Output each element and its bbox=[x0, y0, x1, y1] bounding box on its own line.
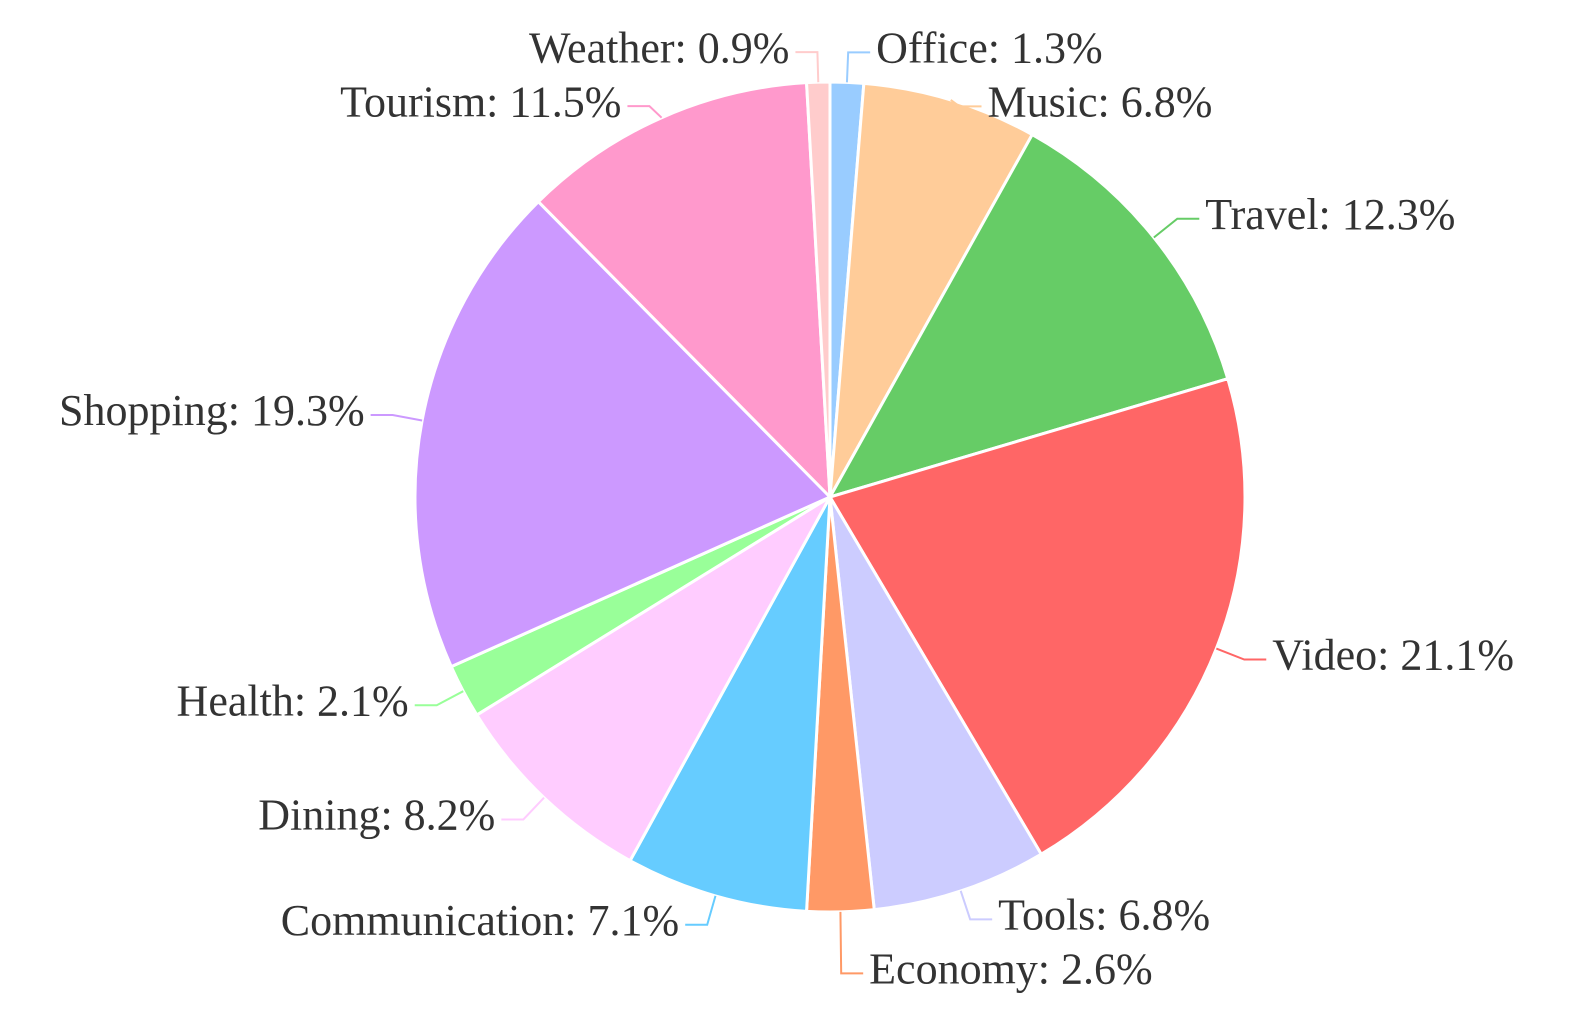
pie-slice bbox=[805, 80, 832, 499]
leader-line bbox=[950, 99, 982, 108]
pie-slice bbox=[413, 200, 832, 669]
leader-line bbox=[370, 413, 423, 422]
slice-label: Communication: 7.1% bbox=[281, 896, 679, 945]
leader-line bbox=[795, 51, 820, 83]
slice-label: Weather: 0.9% bbox=[529, 23, 789, 72]
pie-slice bbox=[536, 81, 832, 499]
pie-slice bbox=[828, 133, 1230, 499]
slice-label: Health: 2.1% bbox=[177, 676, 409, 725]
leader-line bbox=[501, 797, 545, 821]
slice-label: Economy: 2.6% bbox=[869, 944, 1153, 993]
slice-label: Tourism: 11.5% bbox=[340, 77, 621, 126]
leader-line bbox=[627, 105, 663, 119]
leader-line bbox=[1215, 647, 1267, 661]
leader-line bbox=[845, 51, 871, 83]
pie-slice bbox=[828, 495, 1043, 912]
pie-slice bbox=[628, 495, 832, 913]
slice-label: Shopping: 19.3% bbox=[59, 386, 365, 435]
slice-label: Dining: 8.2% bbox=[258, 791, 495, 840]
slice-label: Travel: 12.3% bbox=[1205, 190, 1455, 239]
leader-line bbox=[685, 895, 717, 926]
slice-label: Tools: 6.8% bbox=[998, 890, 1210, 939]
leader-line bbox=[959, 890, 993, 921]
leader-line bbox=[839, 911, 864, 975]
leader-line bbox=[414, 690, 464, 707]
slice-label: Office: 1.3% bbox=[876, 23, 1102, 72]
leader-line bbox=[1153, 217, 1200, 239]
pie-slice bbox=[828, 377, 1247, 856]
slice-label: Video: 21.1% bbox=[1272, 631, 1514, 680]
slice-label: Music: 6.8% bbox=[988, 77, 1213, 126]
pie-slice bbox=[475, 495, 832, 863]
